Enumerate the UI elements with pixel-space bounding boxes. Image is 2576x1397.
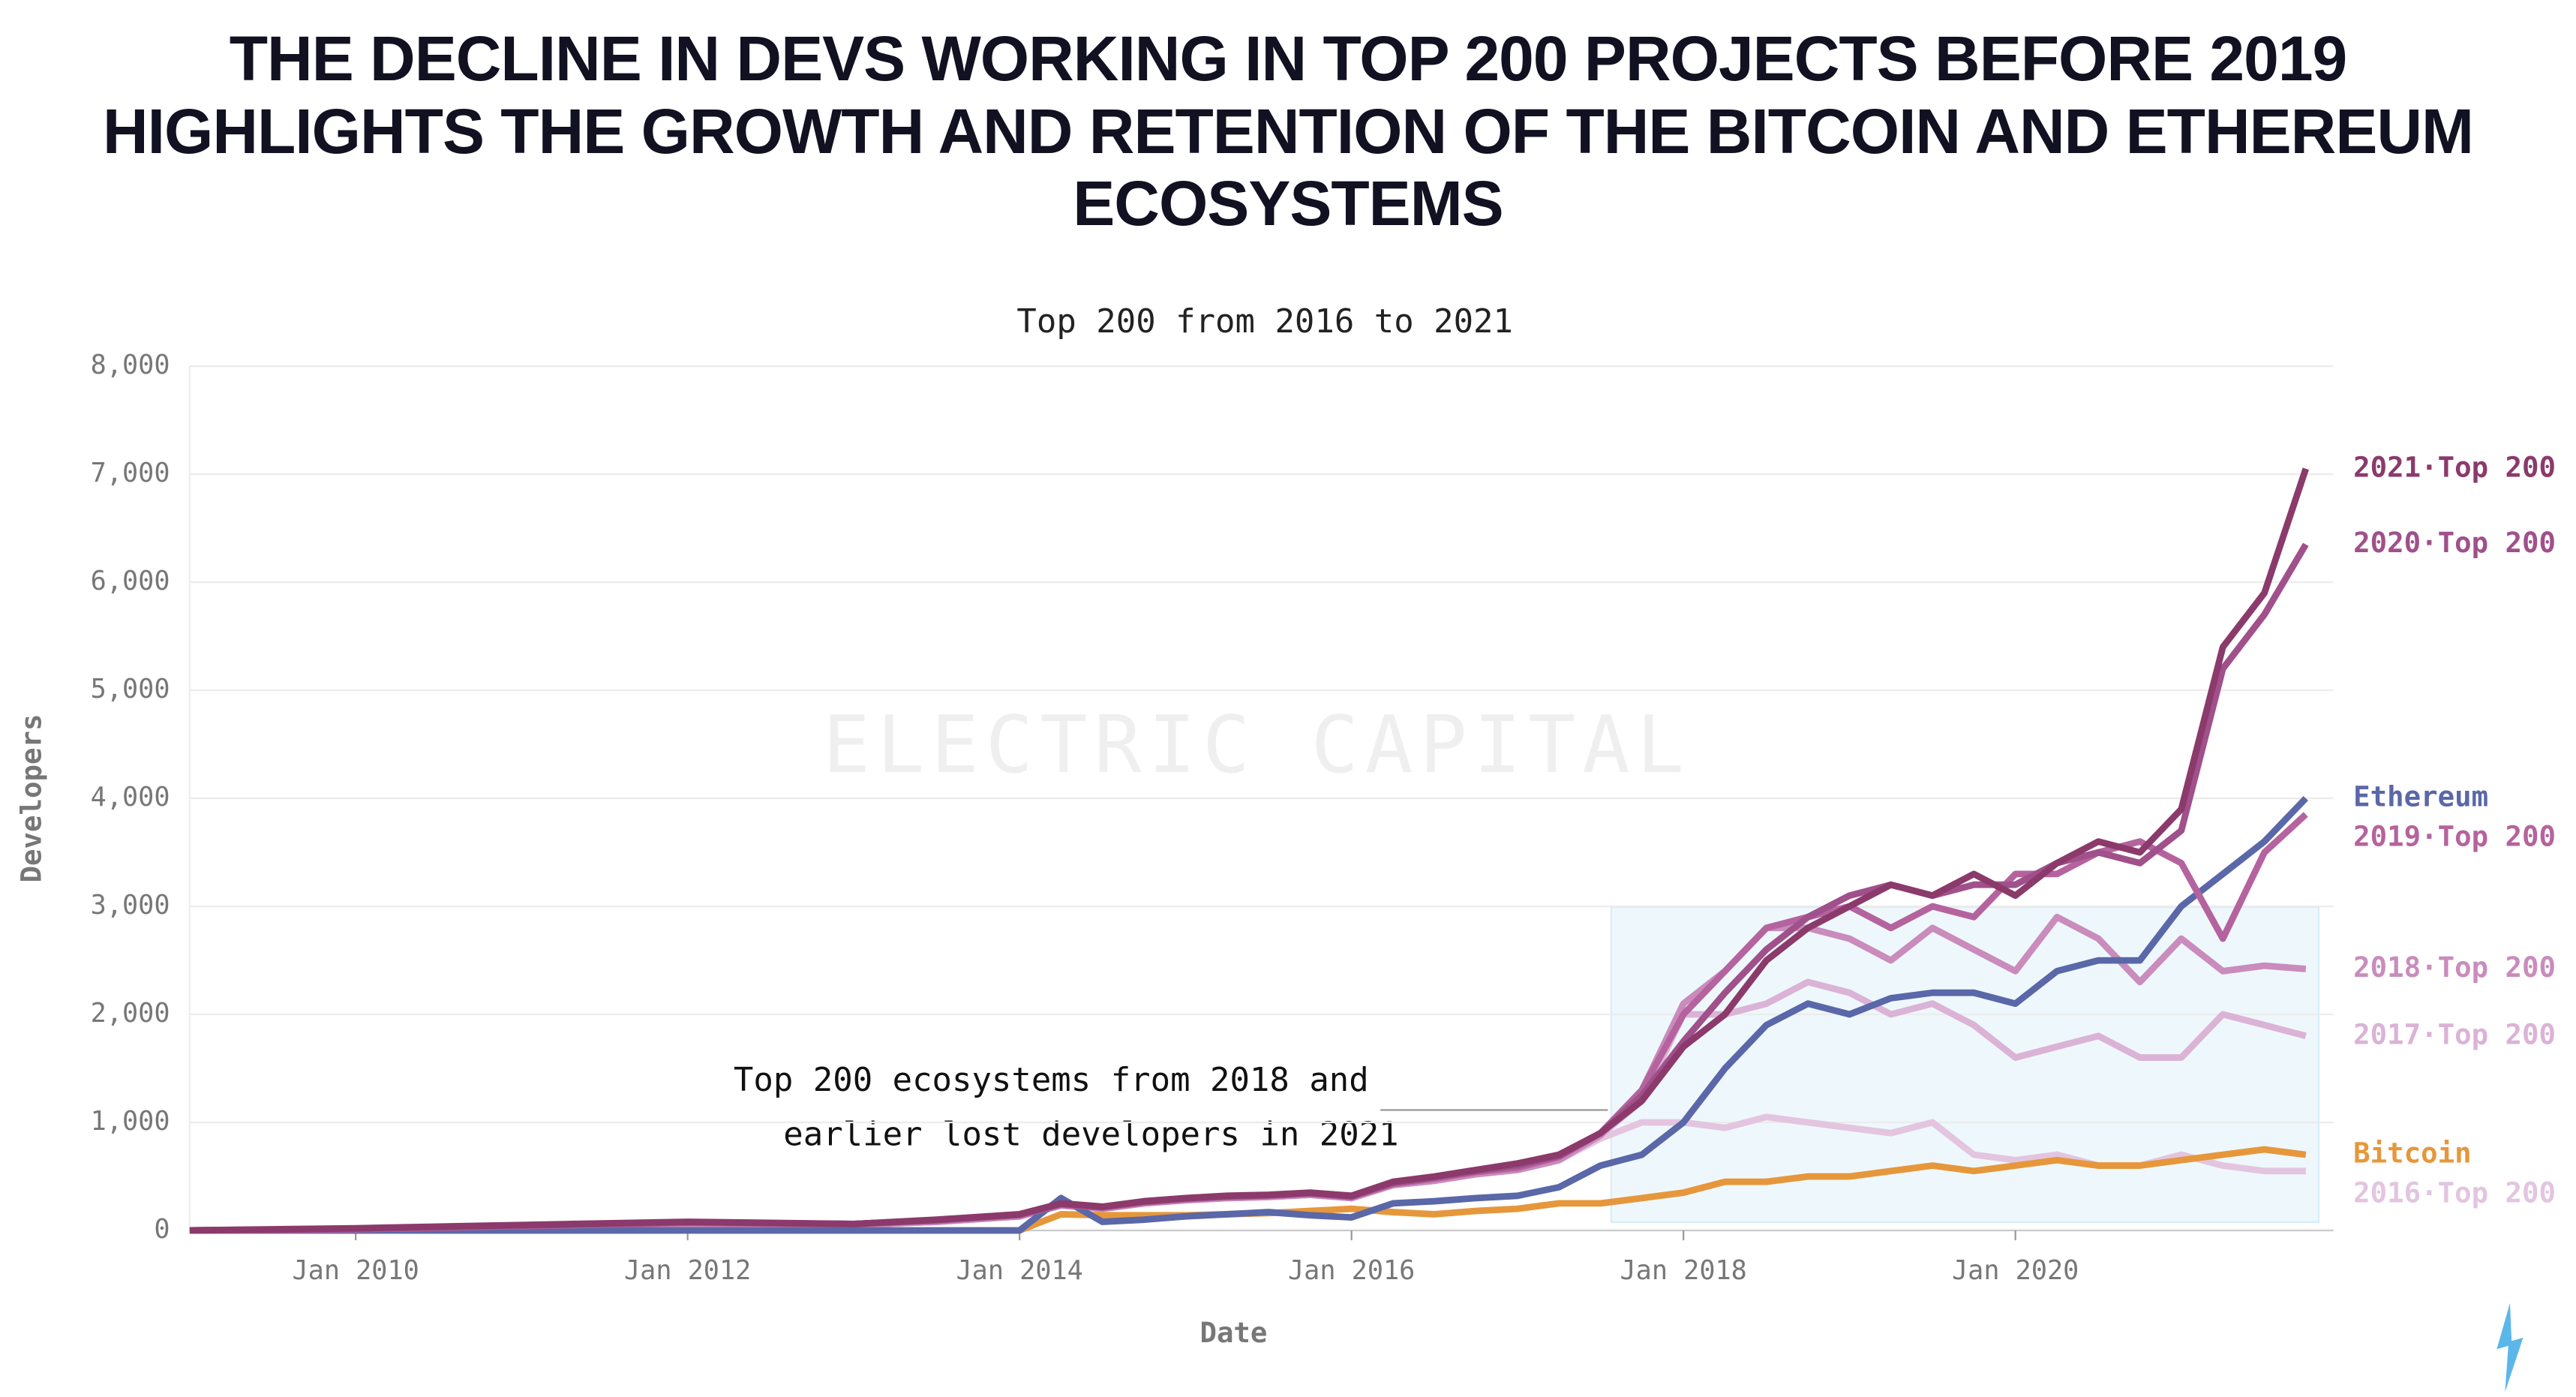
series-line <box>189 467 2309 1234</box>
y-tick-label: 1,000 <box>91 1106 170 1137</box>
x-tick-label: Jan 2018 <box>1620 1255 1747 1286</box>
x-tick-label: Jan 2016 <box>1288 1255 1415 1286</box>
legend-label: 2016·Top 200 <box>2353 1176 2556 1209</box>
y-tick-label: 0 <box>154 1214 170 1245</box>
highlight-region <box>1610 906 2320 1224</box>
x-axis-title: Date <box>1199 1316 1267 1349</box>
x-tick-label: Jan 2020 <box>1952 1255 2079 1286</box>
x-tick-label: Jan 2014 <box>956 1255 1083 1286</box>
y-tick-label: 5,000 <box>91 674 170 705</box>
legend-label: Ethereum <box>2353 780 2488 813</box>
legend-label: 2018·Top 200 <box>2353 951 2556 984</box>
x-tick-label: Jan 2010 <box>292 1255 419 1286</box>
chart-subtitle: Top 200 from 2016 to 2021 <box>1016 302 1513 341</box>
legend-label: 2020·Top 200 <box>2353 526 2556 559</box>
legend-label: Bitcoin <box>2353 1137 2471 1170</box>
y-tick-label: 6,000 <box>91 566 170 596</box>
legend-label: 2021·Top 200 <box>2353 450 2556 483</box>
y-tick-label: 7,000 <box>91 458 170 488</box>
annotation: earlier lost developers in 2021 <box>783 1116 1398 1154</box>
watermark: ELECTRIC CAPITAL <box>823 698 1691 791</box>
series-line <box>189 795 2308 1234</box>
legend-label: 2017·Top 200 <box>2353 1017 2556 1050</box>
y-tick-label: 4,000 <box>91 782 170 813</box>
legend-label: 2019·Top 200 <box>2353 819 2556 852</box>
y-axis-title: Developers <box>15 714 48 883</box>
page-title: The decline in devs working in top 200 p… <box>102 23 2474 239</box>
y-tick-label: 2,000 <box>91 998 170 1029</box>
logo-icon <box>2496 1302 2523 1392</box>
annotation: Top 200 ecosystems from 2018 and <box>734 1061 1369 1099</box>
y-tick-label: 8,000 <box>91 350 170 380</box>
y-tick-label: 3,000 <box>91 890 170 921</box>
x-tick-label: Jan 2012 <box>624 1255 751 1286</box>
